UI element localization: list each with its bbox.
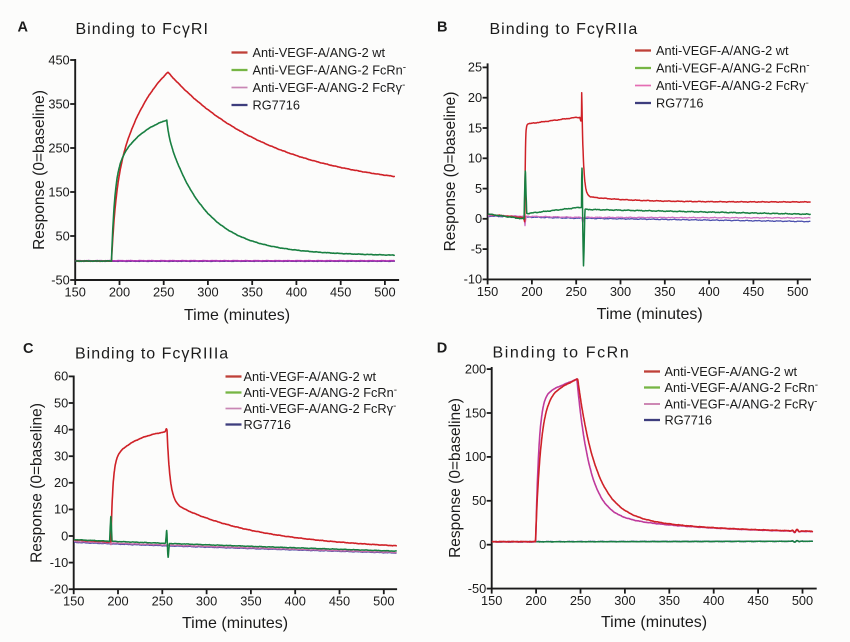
svg-text:250: 250 — [570, 593, 591, 608]
svg-text:400: 400 — [286, 285, 307, 300]
svg-text:250: 250 — [48, 140, 69, 155]
svg-text:20: 20 — [54, 475, 68, 490]
svg-text:400: 400 — [703, 593, 724, 608]
svg-text:-10: -10 — [464, 272, 483, 287]
svg-text:B: B — [437, 20, 447, 36]
svg-text:200: 200 — [465, 361, 486, 376]
svg-text:150: 150 — [48, 184, 69, 199]
svg-text:Binding to FcγRI: Binding to FcγRI — [76, 21, 209, 38]
svg-text:-5: -5 — [471, 241, 482, 256]
svg-text:150: 150 — [481, 593, 502, 608]
svg-text:400: 400 — [698, 284, 719, 299]
svg-text:50: 50 — [55, 228, 69, 243]
svg-text:250: 250 — [566, 284, 587, 299]
svg-text:25: 25 — [468, 60, 482, 75]
svg-text:Anti-VEGF-A/ANG-2 wt: Anti-VEGF-A/ANG-2 wt — [244, 369, 377, 384]
svg-text:450: 450 — [329, 594, 350, 609]
svg-text:RG7716: RG7716 — [244, 417, 292, 432]
svg-text:0: 0 — [479, 537, 486, 552]
svg-text:Time (minutes): Time (minutes) — [184, 307, 290, 324]
svg-text:Binding to FcRn: Binding to FcRn — [493, 345, 631, 362]
svg-text:450: 450 — [48, 52, 69, 67]
svg-text:Anti-VEGF-A/ANG-2 wt: Anti-VEGF-A/ANG-2 wt — [665, 364, 798, 379]
svg-text:150: 150 — [465, 405, 486, 420]
svg-text:Anti-VEGF-A/ANG-2 FcRn-: Anti-VEGF-A/ANG-2 FcRn- — [656, 60, 810, 75]
svg-text:5: 5 — [475, 181, 482, 196]
svg-text:60: 60 — [54, 369, 68, 384]
svg-text:450: 450 — [330, 285, 351, 300]
svg-text:200: 200 — [525, 593, 546, 608]
svg-text:Time (minutes): Time (minutes) — [182, 615, 288, 632]
svg-text:350: 350 — [654, 284, 675, 299]
svg-text:500: 500 — [373, 594, 394, 609]
svg-text:150: 150 — [477, 284, 498, 299]
svg-text:D: D — [437, 341, 447, 357]
svg-text:Anti-VEGF-A/ANG-2 FcRγ-: Anti-VEGF-A/ANG-2 FcRγ- — [244, 401, 397, 416]
svg-text:450: 450 — [743, 284, 764, 299]
svg-text:20: 20 — [468, 90, 482, 105]
svg-text:50: 50 — [472, 493, 486, 508]
svg-text:Anti-VEGF-A/ANG-2 FcRγ-: Anti-VEGF-A/ANG-2 FcRγ- — [656, 78, 809, 93]
svg-text:200: 200 — [107, 594, 128, 609]
svg-text:150: 150 — [65, 285, 86, 300]
svg-text:Anti-VEGF-A/ANG-2 wt: Anti-VEGF-A/ANG-2 wt — [656, 43, 789, 58]
svg-text:40: 40 — [54, 422, 68, 437]
svg-text:Anti-VEGF-A/ANG-2 FcRn-: Anti-VEGF-A/ANG-2 FcRn- — [665, 380, 819, 395]
svg-text:Time (minutes): Time (minutes) — [597, 306, 703, 323]
svg-text:Binding to FcγRIIIa: Binding to FcγRIIIa — [75, 346, 229, 363]
svg-text:Anti-VEGF-A/ANG-2 FcRn-: Anti-VEGF-A/ANG-2 FcRn- — [253, 62, 407, 77]
svg-text:250: 250 — [152, 594, 173, 609]
svg-text:Anti-VEGF-A/ANG-2 FcRγ-: Anti-VEGF-A/ANG-2 FcRγ- — [253, 80, 406, 95]
svg-text:500: 500 — [792, 593, 813, 608]
svg-text:RG7716: RG7716 — [253, 97, 301, 112]
svg-text:200: 200 — [521, 284, 542, 299]
svg-text:Response (0=baseline): Response (0=baseline) — [31, 90, 48, 250]
svg-text:300: 300 — [196, 594, 217, 609]
svg-text:100: 100 — [465, 449, 486, 464]
svg-text:300: 300 — [197, 285, 218, 300]
svg-text:Anti-VEGF-A/ANG-2 wt: Anti-VEGF-A/ANG-2 wt — [253, 45, 386, 60]
svg-text:300: 300 — [614, 593, 635, 608]
svg-text:500: 500 — [787, 284, 808, 299]
svg-text:15: 15 — [468, 120, 482, 135]
svg-text:-10: -10 — [50, 555, 69, 570]
svg-text:350: 350 — [242, 285, 263, 300]
svg-text:Anti-VEGF-A/ANG-2 FcRγ-: Anti-VEGF-A/ANG-2 FcRγ- — [665, 396, 818, 411]
svg-text:50: 50 — [54, 395, 68, 410]
svg-text:A: A — [18, 20, 29, 36]
svg-text:450: 450 — [747, 593, 768, 608]
svg-text:200: 200 — [109, 285, 130, 300]
svg-text:250: 250 — [153, 285, 174, 300]
svg-text:Binding to FcγRIIa: Binding to FcγRIIa — [490, 21, 639, 38]
svg-text:RG7716: RG7716 — [665, 412, 713, 427]
svg-text:RG7716: RG7716 — [656, 95, 704, 110]
svg-text:Time (minutes): Time (minutes) — [601, 614, 707, 631]
svg-text:Response (0=baseline): Response (0=baseline) — [442, 92, 459, 252]
svg-text:350: 350 — [659, 593, 680, 608]
svg-text:-20: -20 — [50, 582, 69, 597]
svg-text:300: 300 — [610, 284, 631, 299]
svg-text:350: 350 — [48, 96, 69, 111]
svg-text:Response (0=baseline): Response (0=baseline) — [29, 403, 46, 563]
svg-text:400: 400 — [285, 594, 306, 609]
svg-text:0: 0 — [475, 211, 482, 226]
svg-text:0: 0 — [61, 528, 68, 543]
svg-text:-50: -50 — [51, 272, 70, 287]
svg-text:10: 10 — [468, 151, 482, 166]
svg-text:500: 500 — [374, 285, 395, 300]
svg-text:350: 350 — [240, 594, 261, 609]
svg-text:-50: -50 — [468, 581, 487, 596]
svg-text:10: 10 — [54, 502, 68, 517]
svg-text:C: C — [23, 341, 34, 357]
svg-text:150: 150 — [63, 594, 84, 609]
svg-text:30: 30 — [54, 449, 68, 464]
svg-text:Response (0=baseline): Response (0=baseline) — [447, 398, 464, 558]
svg-text:Anti-VEGF-A/ANG-2 FcRn-: Anti-VEGF-A/ANG-2 FcRn- — [244, 385, 398, 400]
